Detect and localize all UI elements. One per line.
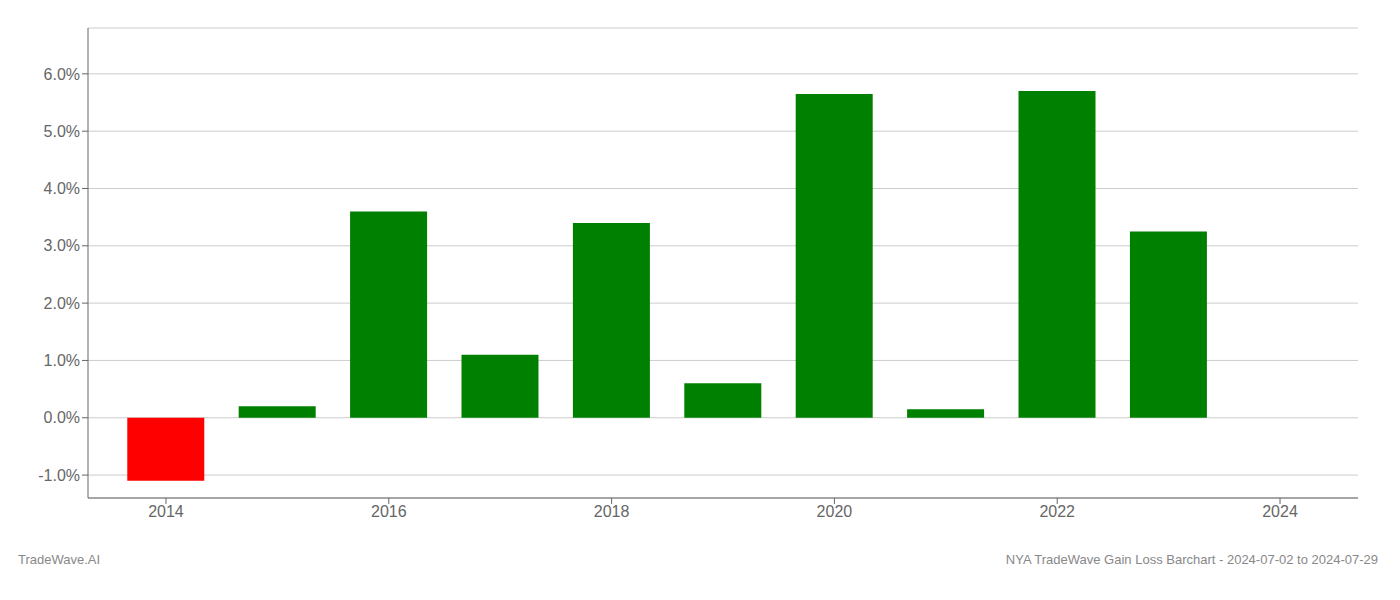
svg-text:2022: 2022 xyxy=(1039,503,1075,520)
svg-text:3.0%: 3.0% xyxy=(44,237,80,254)
svg-text:2020: 2020 xyxy=(817,503,853,520)
html-text:NYA TradeWave Gain Loss Barcha: NYA TradeWave Gain Loss Barchart - 2024-… xyxy=(1005,552,1378,567)
svg-text:2018: 2018 xyxy=(594,503,630,520)
svg-text:2016: 2016 xyxy=(371,503,407,520)
svg-text:2024: 2024 xyxy=(1262,503,1298,520)
html-text:TradeWave.AI: TradeWave.AI xyxy=(18,552,101,567)
svg-text:5.0%: 5.0% xyxy=(44,123,80,140)
svg-text:6.0%: 6.0% xyxy=(44,66,80,83)
svg-text:1.0%: 1.0% xyxy=(44,352,80,369)
svg-text:4.0%: 4.0% xyxy=(44,180,80,197)
svg-text:-1.0%: -1.0% xyxy=(38,467,80,484)
svg-text:2014: 2014 xyxy=(148,503,184,520)
svg-text:0.0%: 0.0% xyxy=(44,409,80,426)
svg-text:2.0%: 2.0% xyxy=(44,295,80,312)
